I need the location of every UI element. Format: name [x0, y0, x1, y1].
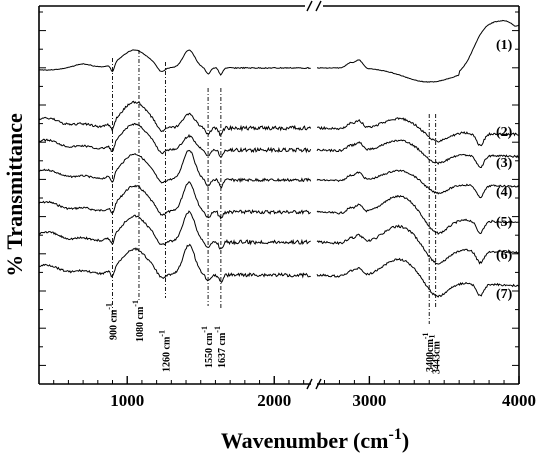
series-5-line-low	[38, 181, 312, 220]
spectra-series	[38, 19, 520, 298]
series-label: (4)	[496, 185, 513, 200]
marker-label: 3400cm-1	[421, 333, 436, 372]
series-2	[38, 100, 520, 147]
series-label: (5)	[496, 215, 513, 230]
marker-lines	[112, 50, 437, 324]
series-2-line-low	[38, 100, 312, 136]
series-4-line-low	[38, 149, 312, 189]
series-label: (6)	[496, 248, 513, 263]
axis-break-bottom	[306, 378, 322, 390]
series-1-line-high	[316, 19, 520, 83]
series-5	[38, 181, 520, 235]
x-tick-label: 1000	[110, 391, 144, 410]
series-6	[38, 210, 520, 265]
series-label: (2)	[496, 125, 513, 140]
series-4	[38, 149, 520, 199]
series-4-line-high	[316, 169, 520, 199]
series-7-line-low	[38, 243, 311, 284]
series-6-line-high	[316, 224, 520, 265]
series-3-line-low	[38, 122, 312, 158]
x-tick-label: 4000	[502, 391, 536, 410]
marker-label: 1637 cm-1	[213, 326, 228, 368]
marker-label: 900 cm-1	[105, 303, 120, 340]
axis-break-top	[306, 0, 322, 12]
series-6-line-low	[38, 210, 311, 250]
x-tick-label: 3000	[352, 391, 386, 410]
series-3	[38, 122, 520, 168]
series-label: (7)	[496, 287, 513, 302]
series-1	[38, 19, 520, 83]
series-7	[38, 243, 520, 298]
series-1-line-low	[38, 49, 311, 76]
labels: 1000 2000 3000 4000 Wavenumber (cm-1) % Trans…	[2, 38, 536, 453]
marker-label: 1550 cm-1	[200, 326, 215, 368]
series-label: (3)	[496, 156, 513, 171]
marker-label: 1260 cm-1	[157, 330, 172, 372]
series-3-line-high	[316, 139, 520, 168]
marker-label: 1080 cm-1	[131, 300, 146, 342]
series-7-line-high	[316, 257, 520, 298]
x-axis-title: Wavenumber (cm-1)	[221, 426, 409, 453]
x-tick-label: 2000	[257, 391, 291, 410]
series-2-line-high	[317, 117, 520, 147]
series-5-line-high	[316, 194, 520, 235]
axes	[38, 0, 520, 390]
series-label: (1)	[496, 38, 513, 53]
marker-label: 3443cm-1	[428, 335, 443, 374]
y-axis-title: % Transmittance	[2, 113, 27, 277]
